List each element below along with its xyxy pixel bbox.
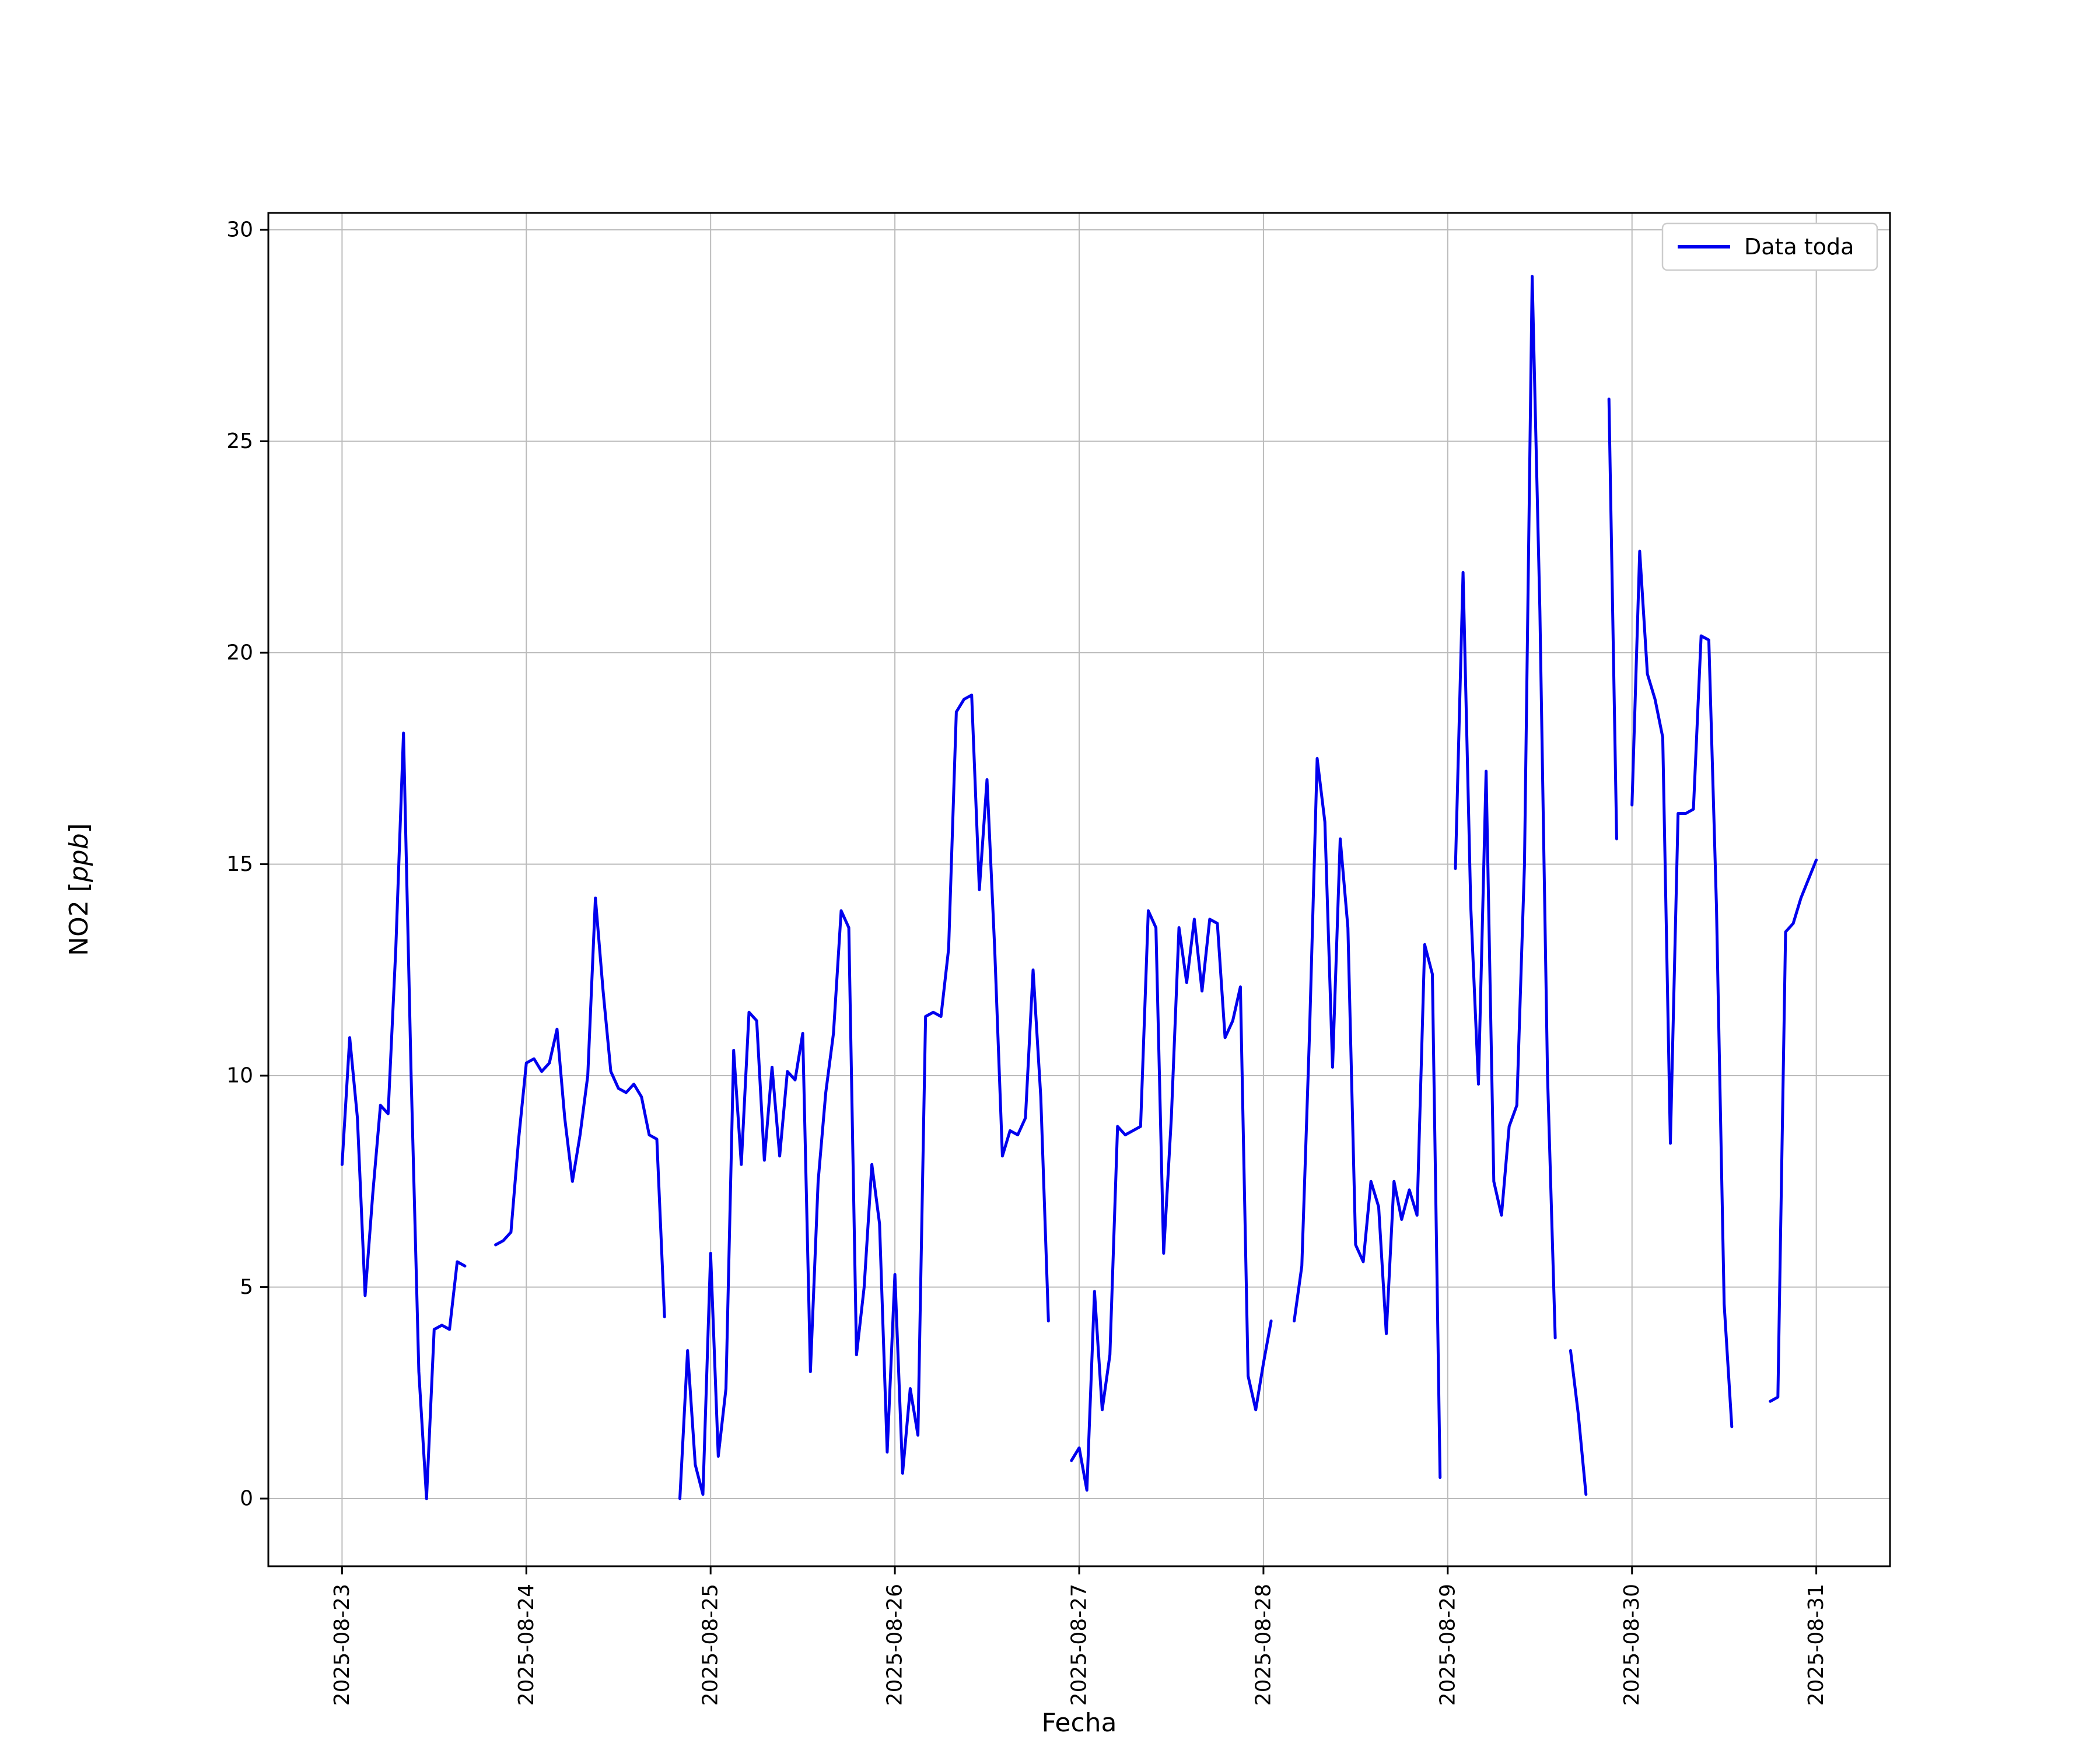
x-tick-label: 2025-08-26	[883, 1584, 907, 1706]
x-tick-label: 2025-08-29	[1436, 1584, 1460, 1706]
legend-label: Data toda	[1744, 234, 1854, 260]
x-tick-label: 2025-08-27	[1068, 1584, 1091, 1706]
legend-box	[1661, 222, 1878, 271]
gridlines	[268, 213, 1890, 1566]
y-tick-label: 30	[226, 218, 253, 242]
y-tick-label: 25	[226, 429, 253, 453]
tick-marks	[260, 229, 1818, 1574]
tick-labels: 2025-08-23 2025-08-24 2025-08-25 2025-08-26…	[226, 218, 1828, 1706]
y-tick-label: 0	[240, 1487, 253, 1511]
y-tick-label: 20	[226, 641, 253, 665]
y-axis-label: NO2 [ppb]	[64, 823, 94, 956]
x-tick-label: 2025-08-23	[330, 1584, 354, 1706]
x-axis-label: Fecha	[1041, 1708, 1116, 1738]
y-tick-label: 10	[226, 1064, 253, 1088]
x-tick-label: 2025-08-25	[699, 1584, 723, 1706]
data-series-line	[340, 275, 1818, 1500]
x-tick-label: 2025-08-28	[1251, 1584, 1275, 1706]
y-tick-label: 5	[240, 1275, 253, 1299]
x-tick-label: 2025-08-24	[514, 1584, 538, 1706]
x-tick-label: 2025-08-30	[1620, 1584, 1644, 1706]
x-tick-label: 2025-08-31	[1804, 1584, 1828, 1706]
legend: Data toda	[1661, 222, 1878, 271]
y-tick-label: 15	[226, 852, 253, 876]
